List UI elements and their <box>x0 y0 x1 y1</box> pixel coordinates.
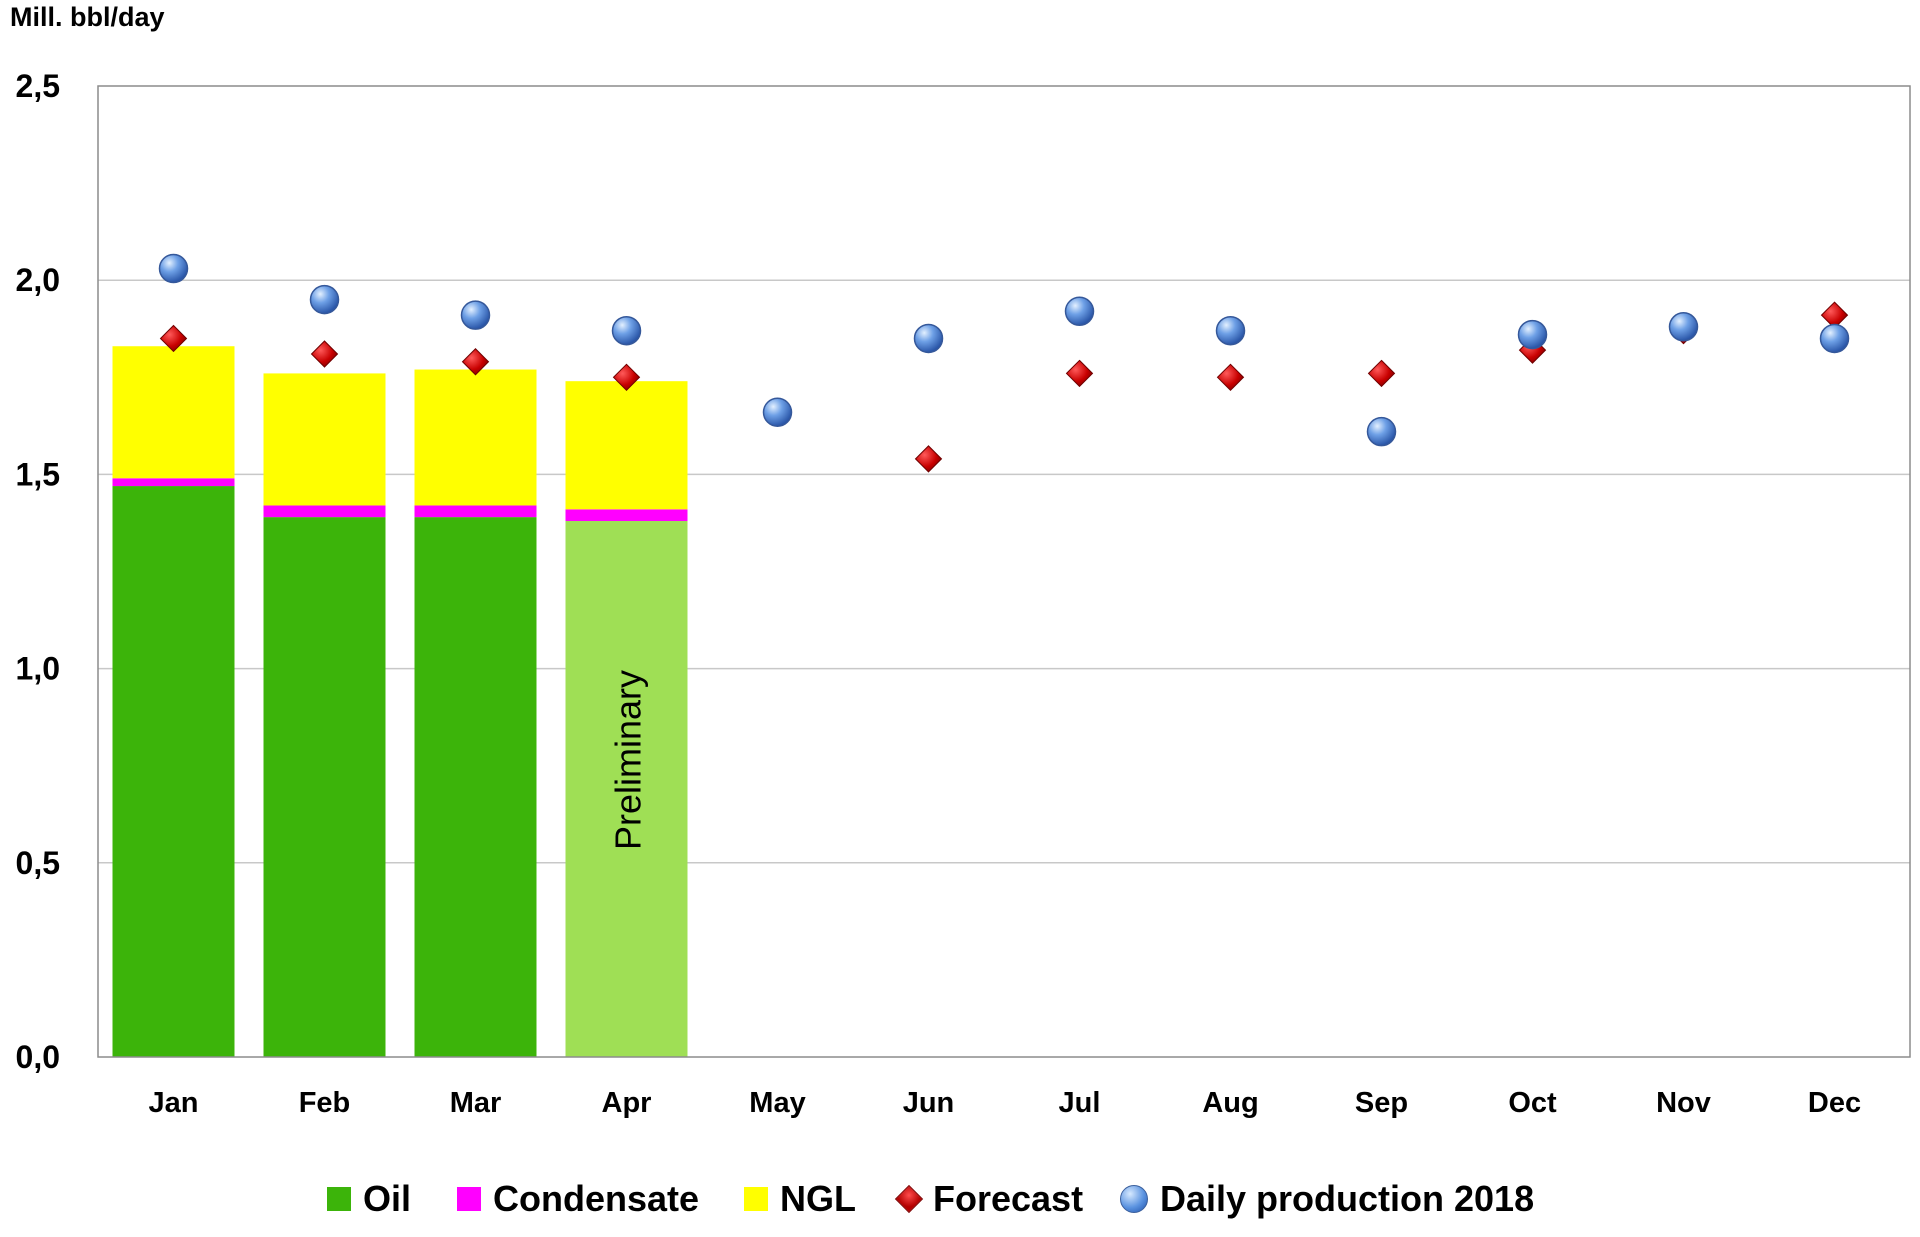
legend: Oil Condensate NGL Forecast Daily produc… <box>0 1178 1920 1228</box>
bar-condensate-jan <box>112 478 235 487</box>
plot-area-border <box>97 85 1911 1058</box>
bar-condensate-apr <box>565 509 688 522</box>
daily-production-point-dec <box>1819 323 1850 354</box>
bar-condensate-feb <box>263 505 386 518</box>
legend-item-condensate: Condensate <box>457 1178 699 1220</box>
daily-production-point-sep <box>1366 416 1397 447</box>
daily-production-point-jun <box>913 323 944 354</box>
daily-production-point-may <box>762 397 793 428</box>
legend-item-ngl: NGL <box>744 1178 856 1220</box>
y-axis-title: Mill. bbl/day <box>10 2 165 32</box>
y-tick-label: 1,0 <box>16 651 60 687</box>
legend-label-forecast: Forecast <box>933 1178 1084 1219</box>
bar-ngl-mar <box>414 369 537 506</box>
x-tick-label: Feb <box>299 1087 351 1119</box>
x-tick-label: May <box>749 1087 805 1119</box>
x-tick-label: Nov <box>1656 1087 1711 1119</box>
bar-ngl-jan <box>112 346 235 479</box>
x-tick-label: Apr <box>602 1087 652 1119</box>
bar-ngl-feb <box>263 373 386 506</box>
bar-ngl-apr <box>565 381 688 510</box>
y-tick-label: 2,5 <box>16 68 60 104</box>
gridlines <box>98 279 1910 864</box>
tick-labels: 0,0 0,5 1,0 1,5 2,0 2,5 Jan Feb Mar Apr May Jun Jul A… <box>16 68 1862 1119</box>
forecast-point-aug <box>1216 363 1245 392</box>
circle-icon <box>1120 1185 1148 1213</box>
bar-condensate-mar <box>414 505 537 518</box>
daily-production-point-jul <box>1064 296 1095 327</box>
x-tick-label: Mar <box>450 1087 502 1119</box>
forecast-point-jun <box>914 445 943 473</box>
forecast-point-mar <box>461 348 490 376</box>
x-tick-label: Jul <box>1059 1087 1101 1119</box>
legend-item-oil: Oil <box>327 1178 411 1220</box>
y-tick-label: 0,5 <box>16 845 60 881</box>
legend-label-condensate: Condensate <box>493 1178 700 1219</box>
markers <box>158 253 1850 473</box>
daily-production-point-nov <box>1668 312 1699 342</box>
bars: Preliminary <box>112 346 688 1057</box>
diamond-icon <box>894 1184 924 1214</box>
forecast-point-sep <box>1367 359 1396 388</box>
legend-item-forecast: Forecast <box>894 1178 1084 1220</box>
forecast-point-feb <box>310 340 339 368</box>
plot-frame <box>97 85 1911 1058</box>
daily-production-point-feb <box>309 284 340 315</box>
condensate-swatch <box>457 1187 481 1211</box>
x-tick-label: Jan <box>149 1087 199 1119</box>
daily-production-point-oct <box>1517 319 1548 350</box>
forecast-point-jul <box>1065 359 1094 388</box>
x-tick-label: Jun <box>903 1087 955 1119</box>
x-tick-label: Oct <box>1508 1087 1557 1119</box>
bar-oil-mar <box>414 517 537 1057</box>
legend-label-ngl: NGL <box>780 1178 856 1219</box>
y-tick-label: 0,0 <box>16 1039 60 1075</box>
y-tick-label: 1,5 <box>16 456 60 492</box>
bar-oil-apr <box>565 521 688 1057</box>
x-tick-label: Dec <box>1808 1087 1861 1119</box>
forecast-point-jan <box>159 324 188 353</box>
preliminary-label: Preliminary <box>608 670 649 850</box>
daily-production-point-mar <box>460 300 491 330</box>
bar-oil-jan <box>112 486 235 1057</box>
daily-production-point-aug <box>1215 315 1246 346</box>
y-tick-label: 2,0 <box>16 262 60 298</box>
forecast-point-apr <box>612 363 641 392</box>
ngl-swatch <box>744 1187 768 1211</box>
daily-production-point-apr <box>611 315 642 346</box>
x-tick-label: Sep <box>1355 1087 1408 1119</box>
legend-label-oil: Oil <box>363 1178 412 1219</box>
oil-swatch <box>327 1187 351 1211</box>
legend-label-daily-production: Daily production 2018 <box>1160 1178 1535 1219</box>
x-tick-label: Aug <box>1202 1087 1258 1119</box>
legend-item-daily-production: Daily production 2018 <box>1120 1178 1534 1220</box>
bar-oil-feb <box>263 517 386 1057</box>
daily-production-point-jan <box>158 253 189 284</box>
